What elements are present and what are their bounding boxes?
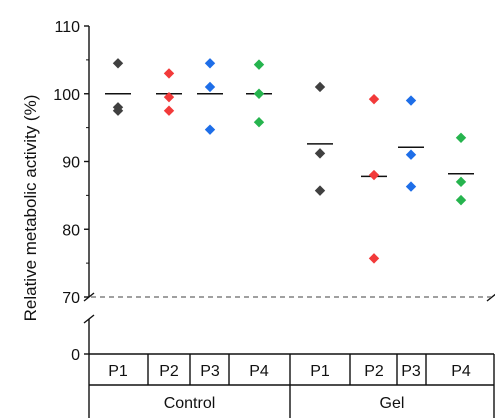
data-point <box>253 88 265 99</box>
group-label: Control <box>164 395 216 412</box>
data-point <box>368 169 380 181</box>
data-point <box>163 105 175 116</box>
y-tick-label: 0 <box>71 347 80 364</box>
data-point <box>455 176 467 188</box>
x-tick-label: P3 <box>401 363 421 380</box>
data-point <box>405 181 417 192</box>
x-tick-label: P1 <box>310 363 330 380</box>
data-point <box>405 95 417 106</box>
y-tick-label: 100 <box>53 87 80 104</box>
x-tick-label: P2 <box>159 363 179 380</box>
y-tick-label: 70 <box>62 290 80 307</box>
data-point <box>405 149 417 160</box>
x-tick-label: P1 <box>108 363 128 380</box>
axis-break-mark <box>83 314 95 324</box>
x-tick-label: P2 <box>364 363 384 380</box>
y-tick-label: 110 <box>54 19 80 36</box>
data-point <box>163 91 175 103</box>
data-point <box>314 185 326 196</box>
data-point <box>204 81 216 93</box>
y-tick-label: 90 <box>62 155 80 172</box>
data-point <box>368 93 380 105</box>
x-tick-label: P4 <box>249 363 269 380</box>
y-axis: 0 70 80 90 100 110 <box>53 19 495 364</box>
y-tick-label: 80 <box>62 222 80 239</box>
data-point <box>163 68 175 79</box>
data-point <box>253 117 265 128</box>
data-point <box>204 58 216 69</box>
data-point <box>455 132 467 143</box>
data-point <box>253 59 265 70</box>
data-point <box>112 58 124 69</box>
x-axis-table: P1 P2 P3 P4 Control P1 P2 P3 P4 Gel <box>88 353 495 418</box>
data-point <box>368 253 380 264</box>
group-label: Gel <box>380 395 405 412</box>
x-tick-label: P4 <box>451 363 471 380</box>
data-point <box>204 124 216 135</box>
data-point <box>112 105 124 116</box>
data-points-layer <box>105 58 474 264</box>
x-tick-label: P3 <box>200 363 220 380</box>
axis-break-mark <box>486 293 495 302</box>
y-axis-label: Relative metabolic activity (%) <box>21 95 40 322</box>
data-point <box>314 81 326 93</box>
data-point <box>314 148 326 159</box>
data-point <box>455 194 467 206</box>
